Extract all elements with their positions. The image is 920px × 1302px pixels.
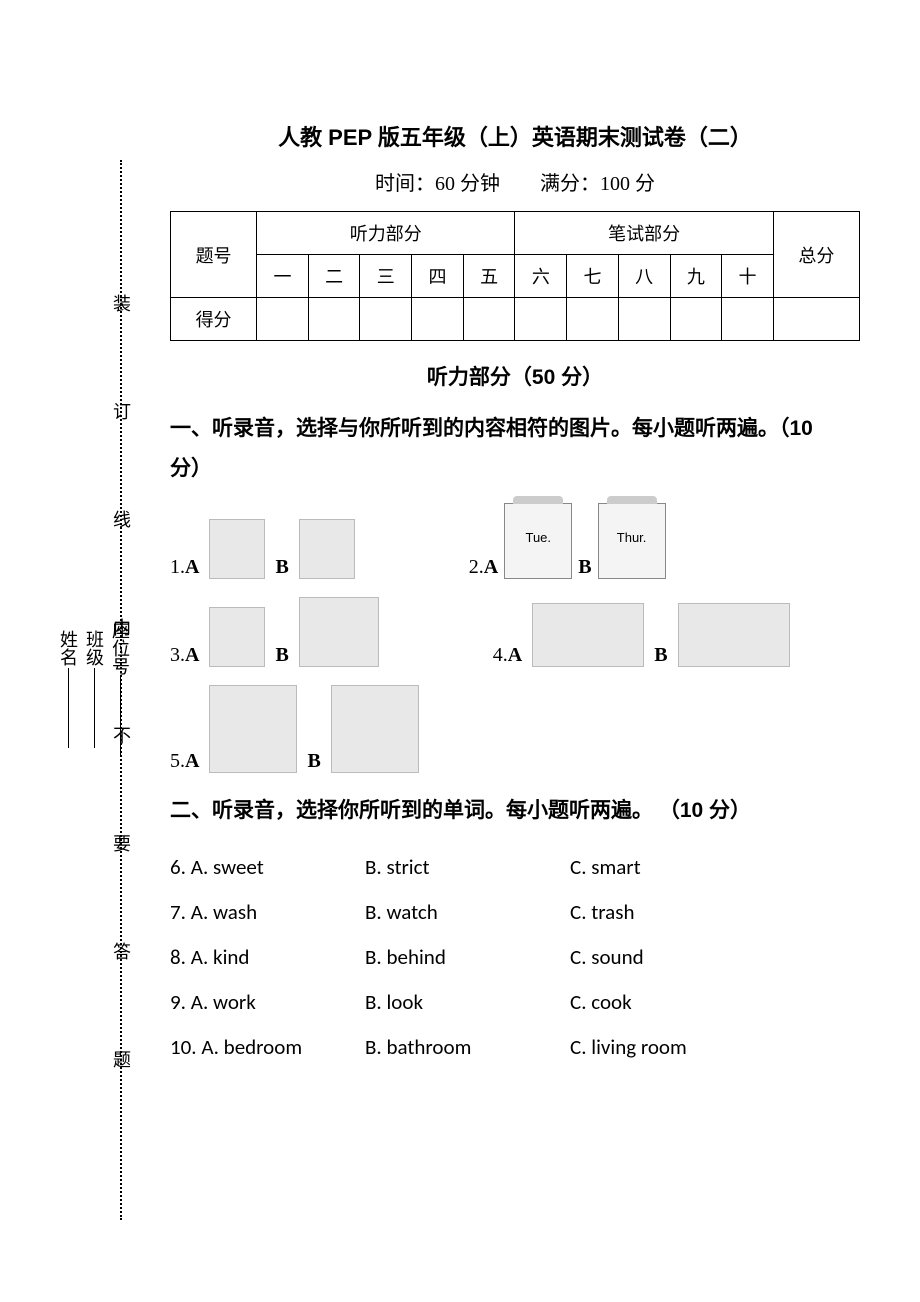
opt-b: B [654,644,667,667]
score-cell[interactable] [670,298,722,341]
calendar-icon: Tue. [504,503,572,579]
score-cell[interactable] [567,298,619,341]
q3: 3. A B [170,597,383,667]
opt-c: C. living room [570,1025,860,1070]
col-10: 十 [722,255,774,298]
col-3: 三 [360,255,412,298]
opt-b: B. strict [365,845,570,890]
word-row: 9. A. work B. look C. cook [170,980,860,1025]
word-row: 10. A. bedroom B. bathroom C. living roo… [170,1025,860,1070]
col-4: 四 [412,255,464,298]
col-6: 六 [515,255,567,298]
opt-a: A. work [191,989,256,1015]
score-cell[interactable] [412,298,464,341]
opt-a: A. sweet [191,854,264,880]
q5: 5. A B [170,685,423,773]
score-cell[interactable] [463,298,515,341]
opt-c: C. smart [570,845,860,890]
th-total: 总分 [773,212,859,298]
q-num: 7. [170,899,186,925]
score-cell[interactable] [515,298,567,341]
image-placeholder [209,607,265,667]
score-total-cell[interactable] [773,298,859,341]
q4: 4. A B [493,603,794,667]
section2-instruction: 二、听录音，选择你所听到的单词。每小题听两遍。 （10 分） [170,791,860,831]
image-placeholder [209,685,297,773]
opt-c: C. sound [570,935,860,980]
col-8: 八 [618,255,670,298]
col-1: 一 [257,255,309,298]
score-cell[interactable] [308,298,360,341]
image-placeholder [532,603,644,667]
score-cell[interactable] [618,298,670,341]
col-5: 五 [463,255,515,298]
opt-a: A [484,556,498,579]
section1-instruction: 一、听录音，选择与你所听到的内容相符的图片。每小题听两遍。（10 分） [170,409,860,489]
instruction-text-2: 分） [170,457,212,480]
th-writing: 笔试部分 [515,212,773,255]
q-num: 6. [170,854,186,880]
word-row: 7. A. wash B. watch C. trash [170,890,860,935]
opt-b: B. bathroom [365,1025,570,1070]
col-9: 九 [670,255,722,298]
q-num: 9. [170,989,186,1015]
word-row: 6. A. sweet B. strict C. smart [170,845,860,890]
cal-label: Thur. [599,530,665,545]
opt-b: B. behind [365,935,570,980]
image-placeholder [299,597,379,667]
opt-b: B. look [365,980,570,1025]
calendar-icon: Thur. [598,503,666,579]
score-cell[interactable] [257,298,309,341]
q1-q2-row: 1. A B 2. A Tue. B Thur. [170,503,860,579]
opt-b: B [578,556,591,579]
image-placeholder [209,519,265,579]
q-num: 2. [469,556,484,579]
col-2: 二 [308,255,360,298]
opt-b: B [275,556,288,579]
opt-a: A. bedroom [201,1034,302,1060]
q2: 2. A Tue. B Thur. [469,503,666,579]
q-num: 3. [170,644,185,667]
image-placeholder [331,685,419,773]
score-cell[interactable] [360,298,412,341]
opt-b: B. watch [365,890,570,935]
col-7: 七 [567,255,619,298]
listening-header: 听力部分（50 分） [170,361,860,391]
score-cell[interactable] [722,298,774,341]
q1: 1. A B [170,519,359,579]
page-title: 人教 PEP 版五年级（上）英语期末测试卷（二） [170,120,860,152]
th-question-no: 题号 [171,212,257,298]
opt-c: C. trash [570,890,860,935]
q3-q4-row: 3. A B 4. A B [170,597,860,667]
q-num: 1. [170,556,185,579]
q-num: 8. [170,944,186,970]
word-choice-list: 6. A. sweet B. strict C. smart 7. A. was… [170,845,860,1071]
page-content: 人教 PEP 版五年级（上）英语期末测试卷（二） 时间：60 分钟 满分：100… [0,0,920,1110]
word-row: 8. A. kind B. behind C. sound [170,935,860,980]
row-score-label: 得分 [171,298,257,341]
image-placeholder [678,603,790,667]
opt-a: A [185,750,199,773]
score-table: 题号 听力部分 笔试部分 总分 一 二 三 四 五 六 七 八 九 十 得分 [170,211,860,341]
cal-label: Tue. [505,530,571,545]
opt-a: A [185,556,199,579]
th-listening: 听力部分 [257,212,515,255]
instruction-text: 一、听录音，选择与你所听到的内容相符的图片。每小题听两遍。（10 [170,417,813,440]
opt-b: B [275,644,288,667]
image-placeholder [299,519,355,579]
opt-a: A. kind [191,944,250,970]
opt-a: A [508,644,522,667]
q-num: 5. [170,750,185,773]
page-subtitle: 时间：60 分钟 满分：100 分 [170,167,860,196]
q-num: 4. [493,644,508,667]
opt-a: A. wash [191,899,257,925]
opt-c: C. cook [570,980,860,1025]
opt-b: B [307,750,320,773]
q5-row: 5. A B [170,685,860,773]
opt-a: A [185,644,199,667]
q-num: 10. [170,1034,197,1060]
